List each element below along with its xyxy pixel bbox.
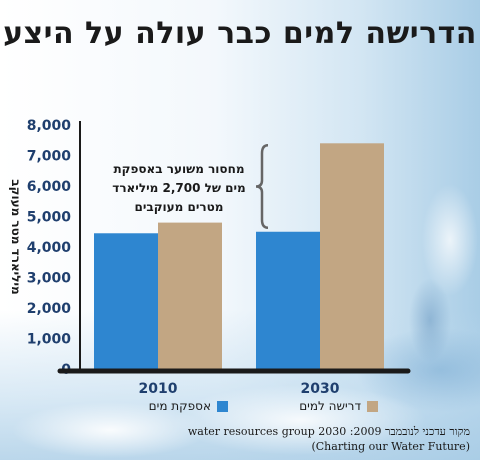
x-tick-label: 2030 — [301, 381, 340, 397]
bar-supply-2030 — [256, 231, 320, 369]
source-line-1: מקור עדכני לנובמבר 2009: 2030 water reso… — [187, 425, 470, 438]
y-tick-label: 8,000 — [27, 118, 72, 134]
shortage-brace — [255, 144, 269, 229]
bar-demand-2030 — [320, 143, 384, 369]
annotation-line-1: מחסור משוער באספקת — [113, 162, 245, 176]
y-tick-label: 2,000 — [27, 301, 72, 317]
bar-demand-2010 — [158, 222, 222, 369]
source-line-2: (Charting our Water Future) — [311, 440, 470, 453]
annotation-line-3: מטרים מעוקבים — [134, 200, 224, 214]
chart-title: הדרישה למים כבר עולה על היצע — [3, 16, 477, 51]
y-tick-label: 7,000 — [27, 149, 72, 165]
legend-item-supply: אספקת מים — [116, 399, 228, 413]
shortage-annotation: מחסור משוער באספקת מים של 2,700 מיליארד … — [110, 160, 248, 217]
legend-swatch-demand — [367, 400, 378, 412]
legend-swatch-supply — [217, 400, 228, 412]
x-tick-label: 2010 — [139, 381, 178, 397]
bar-supply-2010 — [94, 233, 158, 369]
y-tick-label: 3,000 — [27, 271, 72, 287]
legend-label-supply: אספקת מים — [148, 399, 211, 413]
y-tick-label: 4,000 — [27, 240, 72, 256]
legend-label-demand: דרישה למים — [299, 399, 361, 413]
source-note: מקור עדכני לנובמבר 2009: 2030 water reso… — [140, 424, 470, 454]
legend-item-demand: דרישה למים — [258, 399, 378, 413]
y-tick-label: 6,000 — [27, 179, 72, 195]
y-tick-label: 1,000 — [27, 332, 72, 348]
y-tick-label: 5,000 — [27, 210, 72, 226]
water-splash — [370, 150, 480, 370]
legend: אספקת מים דרישה למים — [108, 399, 480, 419]
annotation-line-2: מים של 2,700 מיליארד — [112, 181, 246, 195]
